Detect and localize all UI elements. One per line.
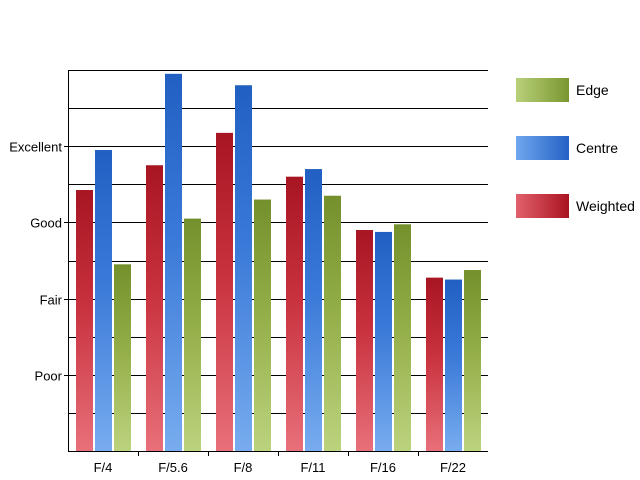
x-tick-label: F/22 [440, 460, 466, 475]
bar-weighted-f4 [76, 190, 93, 451]
bar-edge-f8 [254, 199, 271, 451]
x-tick-label: F/11 [300, 460, 325, 475]
y-tick-label: Poor [35, 369, 63, 384]
bar-weighted-f8 [216, 132, 233, 452]
x-tick-label: F/16 [370, 460, 396, 475]
legend-swatch-edge [516, 78, 569, 102]
x-tick-label: F/4 [94, 460, 113, 475]
bar-centre-f8 [235, 85, 252, 452]
bar-centre-f22 [445, 279, 462, 451]
legend-swatch-weighted [516, 194, 569, 218]
bar-edge-f16 [394, 224, 411, 451]
bar-centre-f16 [375, 231, 392, 451]
bar-weighted-f16 [356, 230, 373, 451]
legend-label-weighted: Weighted [576, 198, 635, 214]
legend-label-centre: Centre [576, 140, 619, 156]
x-tick-label: F/8 [234, 460, 253, 475]
y-tick-label: Good [30, 216, 62, 231]
axes [64, 70, 488, 456]
legend-label-edge: Edge [576, 82, 609, 98]
bars [76, 73, 481, 452]
bar-centre-f4 [95, 150, 112, 451]
y-tick-label: Fair [40, 293, 63, 308]
x-tick-label: F/5.6 [158, 460, 188, 475]
bar-centre-f56 [165, 73, 182, 451]
y-tick-label: Excellent [9, 140, 62, 155]
bar-centre-f11 [305, 169, 322, 451]
bar-weighted-f11 [286, 176, 303, 451]
bar-edge-f11 [324, 195, 341, 451]
legend-swatch-centre [516, 136, 569, 160]
bar-edge-f56 [184, 218, 201, 451]
bar-weighted-f22 [426, 277, 443, 451]
gridlines [68, 70, 488, 414]
tick-labels: Poor Fair Good Excellent F/4 F/5.6 F/8 F/11 F/16… [9, 140, 466, 476]
bar-edge-f4 [114, 264, 131, 451]
bar-edge-f22 [464, 270, 481, 451]
bar-weighted-f56 [146, 165, 163, 451]
